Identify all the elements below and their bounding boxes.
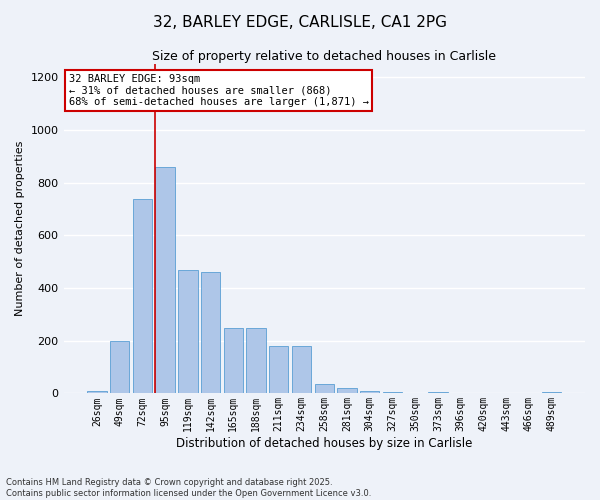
Bar — [542, 392, 561, 394]
Text: 32 BARLEY EDGE: 93sqm
← 31% of detached houses are smaller (868)
68% of semi-det: 32 BARLEY EDGE: 93sqm ← 31% of detached … — [69, 74, 369, 107]
Bar — [337, 388, 356, 394]
Bar — [201, 272, 220, 394]
Bar — [314, 384, 334, 394]
Bar — [428, 392, 448, 394]
Bar — [133, 198, 152, 394]
Bar — [269, 346, 289, 394]
X-axis label: Distribution of detached houses by size in Carlisle: Distribution of detached houses by size … — [176, 437, 472, 450]
Bar — [224, 328, 243, 394]
Bar — [360, 391, 379, 394]
Bar — [292, 346, 311, 394]
Bar — [155, 167, 175, 394]
Bar — [87, 391, 107, 394]
Text: Contains HM Land Registry data © Crown copyright and database right 2025.
Contai: Contains HM Land Registry data © Crown c… — [6, 478, 371, 498]
Bar — [383, 392, 402, 394]
Bar — [110, 340, 130, 394]
Title: Size of property relative to detached houses in Carlisle: Size of property relative to detached ho… — [152, 50, 496, 63]
Bar — [247, 328, 266, 394]
Y-axis label: Number of detached properties: Number of detached properties — [15, 141, 25, 316]
Bar — [178, 270, 197, 394]
Text: 32, BARLEY EDGE, CARLISLE, CA1 2PG: 32, BARLEY EDGE, CARLISLE, CA1 2PG — [153, 15, 447, 30]
